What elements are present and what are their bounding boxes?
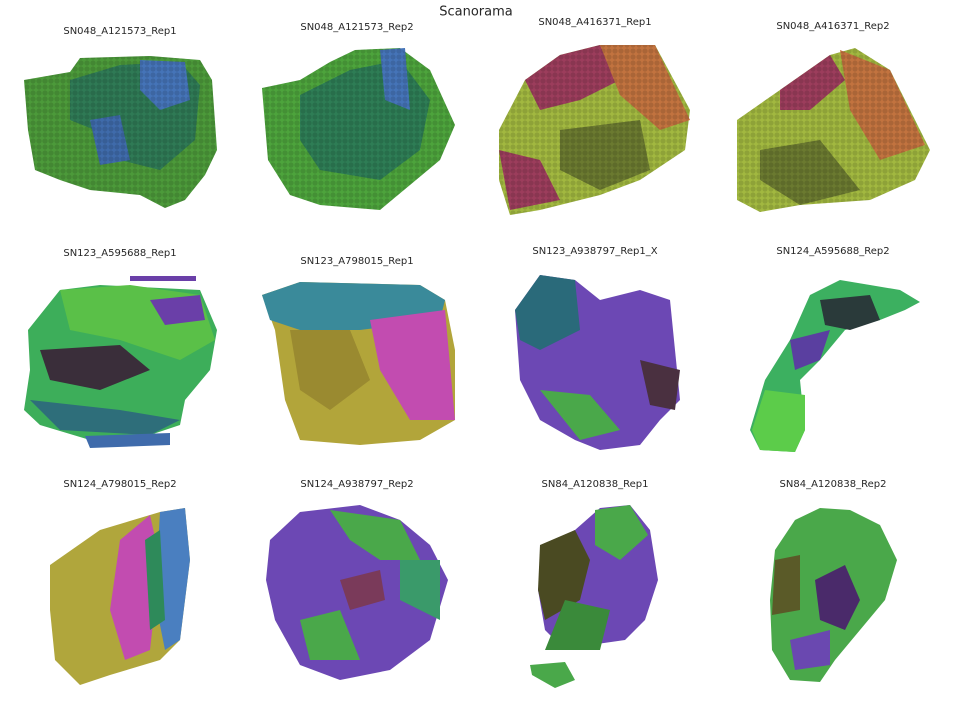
tissue-plot xyxy=(499,45,690,215)
tissue-plot xyxy=(770,508,897,682)
panel-title: SN048_A416371_Rep2 xyxy=(776,21,889,32)
tissue-plot xyxy=(24,56,217,208)
tissue-plot xyxy=(24,276,217,448)
panel-title: SN124_A798015_Rep2 xyxy=(63,479,176,490)
tissue-plot xyxy=(50,508,190,685)
panel-title: SN048_A416371_Rep1 xyxy=(538,17,651,28)
tissue-plot xyxy=(262,48,455,210)
panel-title: SN048_A121573_Rep1 xyxy=(63,26,176,37)
panel-title: SN123_A595688_Rep1 xyxy=(63,248,176,259)
tissue-plot xyxy=(737,48,930,212)
panel-title: SN84_A120838_Rep1 xyxy=(542,479,649,490)
panel-title: SN123_A938797_Rep1_X xyxy=(532,246,657,257)
panel-title: SN124_A595688_Rep2 xyxy=(776,246,889,257)
panel-title: SN123_A798015_Rep1 xyxy=(300,256,413,267)
tissue-plot xyxy=(530,505,658,688)
tissue-plot xyxy=(262,282,455,445)
panel-title: SN84_A120838_Rep2 xyxy=(780,479,887,490)
tissue-plot xyxy=(750,280,920,452)
panel-title: SN124_A938797_Rep2 xyxy=(300,479,413,490)
tissue-plot xyxy=(515,275,680,450)
figure-title: Scanorama xyxy=(439,5,513,20)
panel-title: SN048_A121573_Rep2 xyxy=(300,22,413,33)
tissue-plot xyxy=(266,505,448,680)
